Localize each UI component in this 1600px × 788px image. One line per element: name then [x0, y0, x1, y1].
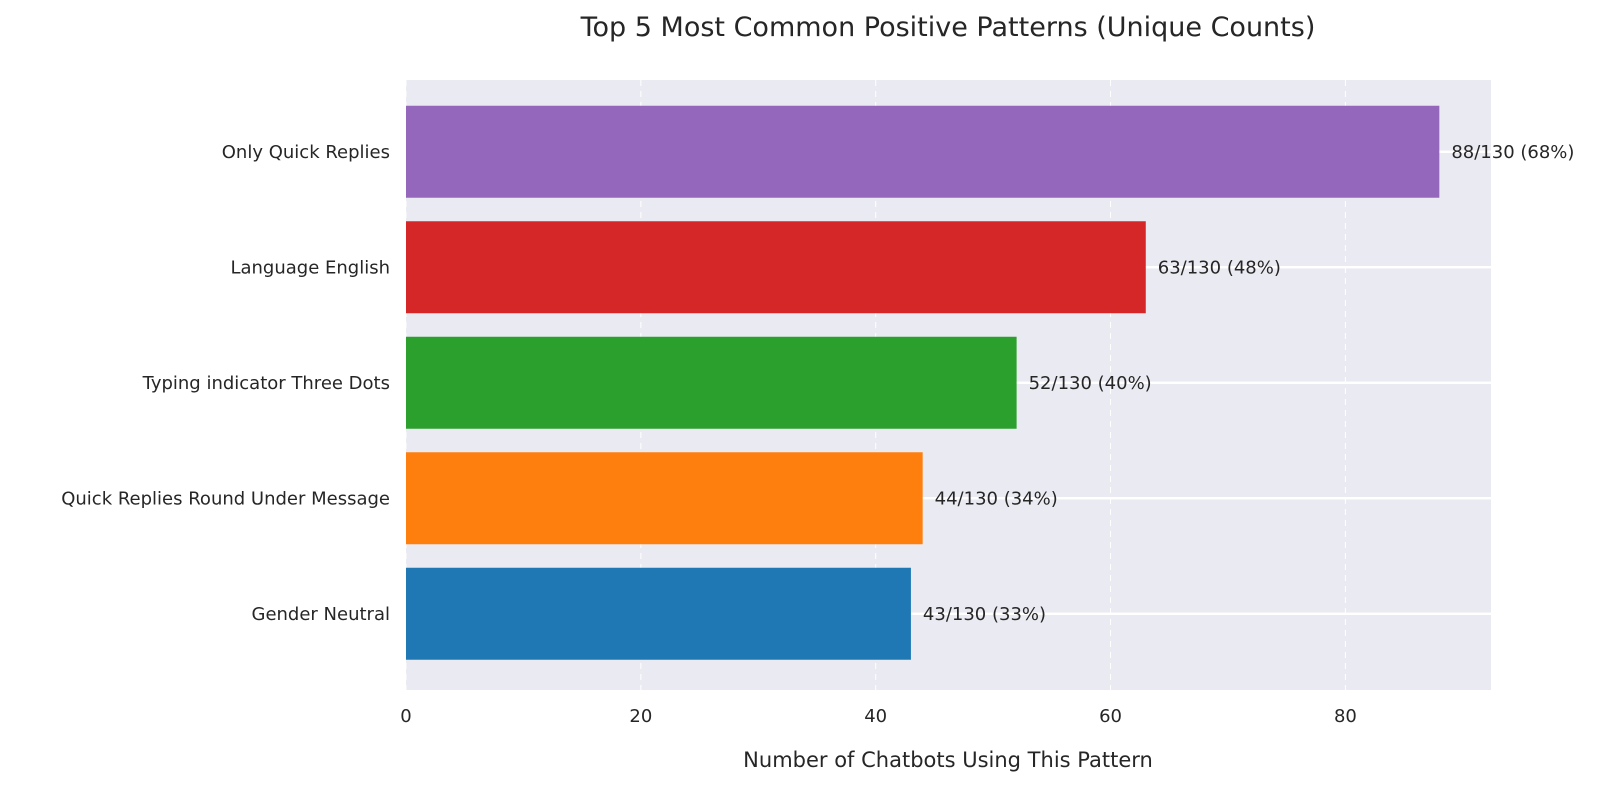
- bar: [406, 221, 1146, 314]
- data-labels: 88/130 (68%) 63/130 (48%) 52/130 (40%) 44/1…: [923, 142, 1575, 625]
- x-tick-label: 80: [1334, 706, 1357, 727]
- bar: [406, 567, 911, 660]
- chart-title: Top 5 Most Common Positive Patterns (Uni…: [580, 12, 1316, 43]
- y-tick-label: Typing indicator Three Dots: [142, 373, 390, 394]
- y-tick-label: Gender Neutral: [252, 604, 391, 625]
- bar: [406, 452, 923, 545]
- x-tick-label: 20: [629, 706, 652, 727]
- bar: [406, 105, 1440, 198]
- y-tick-label: Language English: [230, 257, 390, 278]
- bars: [406, 105, 1440, 660]
- x-tick-label: 0: [400, 706, 411, 727]
- x-tick-label: 40: [864, 706, 887, 727]
- bar: [406, 336, 1017, 429]
- x-tick-label: 60: [1099, 706, 1122, 727]
- bar-value-label: 88/130 (68%): [1451, 142, 1574, 163]
- x-axis-label: Number of Chatbots Using This Pattern: [743, 748, 1153, 772]
- y-tick-label: Only Quick Replies: [222, 142, 390, 163]
- y-tick-labels: Only Quick Replies Language English Typing…: [61, 142, 390, 625]
- bar-value-label: 44/130 (34%): [935, 488, 1058, 509]
- x-tick-labels: 0 20 40 60 80: [400, 706, 1357, 727]
- bar-value-label: 63/130 (48%): [1158, 257, 1281, 278]
- bar-value-label: 52/130 (40%): [1029, 373, 1152, 394]
- bar-value-label: 43/130 (33%): [923, 604, 1046, 625]
- y-tick-label: Quick Replies Round Under Message: [61, 488, 390, 509]
